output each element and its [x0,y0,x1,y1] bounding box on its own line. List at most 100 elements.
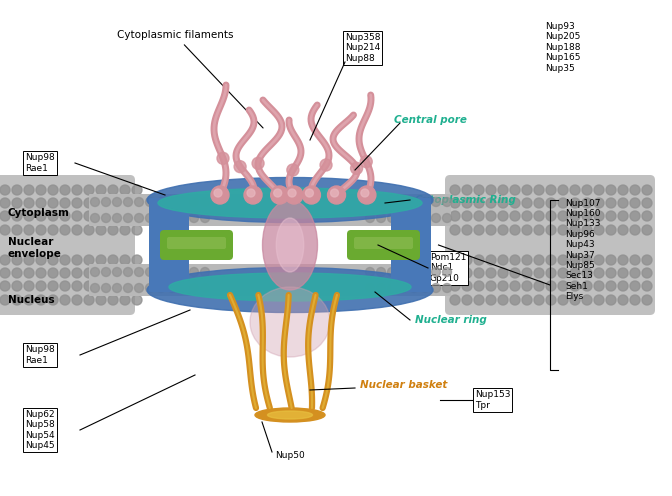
Circle shape [558,281,568,291]
Circle shape [48,185,58,195]
Circle shape [486,255,496,265]
Circle shape [72,255,82,265]
Circle shape [134,284,144,293]
Circle shape [0,295,10,305]
Circle shape [450,211,460,221]
Circle shape [36,198,46,208]
Circle shape [24,255,34,265]
Circle shape [132,268,142,278]
Circle shape [570,211,580,221]
Circle shape [124,213,132,223]
Text: Nuclear ring: Nuclear ring [415,315,487,325]
Text: Nup93
Nup205
Nup188
Nup165
Nup35: Nup93 Nup205 Nup188 Nup165 Nup35 [545,22,581,72]
Circle shape [522,281,532,291]
Circle shape [91,213,99,223]
Circle shape [134,197,144,206]
Circle shape [96,225,106,235]
Circle shape [108,198,118,208]
Circle shape [546,255,556,265]
Circle shape [431,213,441,223]
Circle shape [582,255,592,265]
Circle shape [60,295,70,305]
Circle shape [534,198,544,208]
Circle shape [546,185,556,195]
Circle shape [450,281,460,291]
Circle shape [120,268,130,278]
Circle shape [594,225,604,235]
Circle shape [12,198,22,208]
Circle shape [570,185,580,195]
Circle shape [450,225,460,235]
Circle shape [582,198,592,208]
FancyBboxPatch shape [391,198,431,292]
Circle shape [450,255,460,265]
Circle shape [190,213,198,223]
Circle shape [0,225,10,235]
Circle shape [179,197,187,206]
Circle shape [474,185,484,195]
Circle shape [84,255,94,265]
Circle shape [546,225,556,235]
Circle shape [486,225,496,235]
Circle shape [101,267,110,276]
Circle shape [630,185,640,195]
Circle shape [522,255,532,265]
Circle shape [96,198,106,208]
Circle shape [84,295,94,305]
Circle shape [72,295,82,305]
Circle shape [642,198,652,208]
Circle shape [12,255,22,265]
Circle shape [120,198,130,208]
Circle shape [376,284,386,293]
Circle shape [24,211,34,221]
Circle shape [558,225,568,235]
Circle shape [134,213,144,223]
Circle shape [510,211,520,221]
Circle shape [618,255,628,265]
Circle shape [462,295,472,305]
Circle shape [398,284,407,293]
Circle shape [570,268,580,278]
Circle shape [108,268,118,278]
Circle shape [388,284,396,293]
Circle shape [522,225,532,235]
Circle shape [486,281,496,291]
Circle shape [24,225,34,235]
Ellipse shape [255,408,325,422]
Circle shape [60,198,70,208]
Circle shape [0,185,10,195]
Circle shape [96,268,106,278]
Ellipse shape [276,218,304,272]
Circle shape [376,197,386,206]
Circle shape [157,197,165,206]
Ellipse shape [147,267,433,312]
Circle shape [510,185,520,195]
Circle shape [96,255,106,265]
Circle shape [582,281,592,291]
Circle shape [234,161,246,173]
Text: Nucleus: Nucleus [8,295,54,305]
Circle shape [84,225,94,235]
Circle shape [48,225,58,235]
Circle shape [167,197,177,206]
FancyBboxPatch shape [167,237,226,249]
Circle shape [132,281,142,291]
Circle shape [84,211,94,221]
Circle shape [36,211,46,221]
Circle shape [108,185,118,195]
Circle shape [36,281,46,291]
Circle shape [60,255,70,265]
Circle shape [606,225,616,235]
Circle shape [132,185,142,195]
Circle shape [376,267,386,276]
Text: Cytoplasmic filaments: Cytoplasmic filaments [117,30,263,128]
Circle shape [618,185,628,195]
Circle shape [618,211,628,221]
Circle shape [366,267,374,276]
Circle shape [534,268,544,278]
Circle shape [582,268,592,278]
Circle shape [642,281,652,291]
Circle shape [200,267,210,276]
Circle shape [96,185,106,195]
Circle shape [462,211,472,221]
